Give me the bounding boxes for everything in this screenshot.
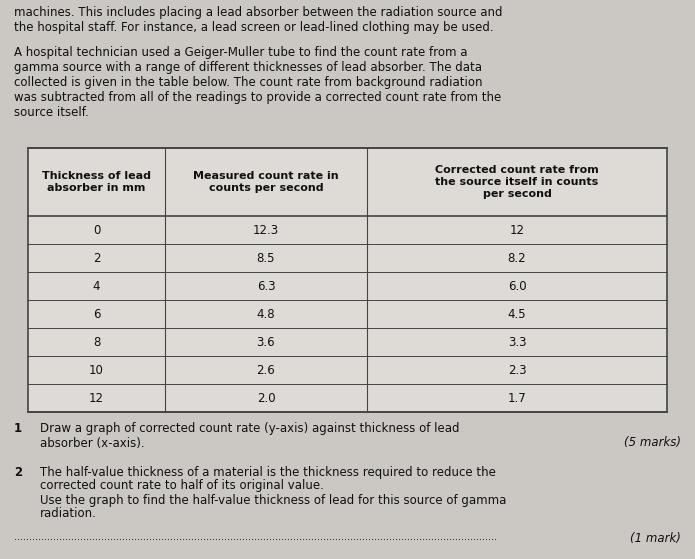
Text: 6: 6 xyxy=(93,307,100,320)
Text: 12.3: 12.3 xyxy=(253,224,279,236)
Bar xyxy=(28,148,667,412)
Text: 8.2: 8.2 xyxy=(507,252,526,264)
Text: 1.7: 1.7 xyxy=(507,391,526,405)
Text: 4.8: 4.8 xyxy=(256,307,275,320)
Text: 12: 12 xyxy=(509,224,525,236)
Text: 3.3: 3.3 xyxy=(507,335,526,348)
Text: ................................................................................: ........................................… xyxy=(14,532,497,542)
Text: 10: 10 xyxy=(89,363,104,377)
Text: (1 mark): (1 mark) xyxy=(630,532,681,545)
Text: A hospital technician used a Geiger-Muller tube to find the count rate from a
ga: A hospital technician used a Geiger-Mull… xyxy=(14,46,501,119)
Text: Thickness of lead
absorber in mm: Thickness of lead absorber in mm xyxy=(42,171,151,193)
Text: 6.3: 6.3 xyxy=(256,280,275,292)
Text: 1: 1 xyxy=(14,422,22,435)
Text: 4.5: 4.5 xyxy=(507,307,526,320)
Text: corrected count rate to half of its original value.: corrected count rate to half of its orig… xyxy=(40,479,324,492)
Text: Draw a graph of corrected count rate (y-axis) against thickness of lead
absorber: Draw a graph of corrected count rate (y-… xyxy=(40,422,459,450)
Text: 2: 2 xyxy=(93,252,100,264)
Text: The half-value thickness of a material is the thickness required to reduce the: The half-value thickness of a material i… xyxy=(40,466,496,479)
Text: machines. This includes placing a lead absorber between the radiation source and: machines. This includes placing a lead a… xyxy=(14,6,502,34)
Text: 0: 0 xyxy=(93,224,100,236)
Text: 6.0: 6.0 xyxy=(507,280,526,292)
Text: (5 marks): (5 marks) xyxy=(624,436,681,449)
Text: Measured count rate in
counts per second: Measured count rate in counts per second xyxy=(193,171,338,193)
Text: 8.5: 8.5 xyxy=(256,252,275,264)
Text: 2.3: 2.3 xyxy=(507,363,526,377)
Text: 4: 4 xyxy=(93,280,100,292)
Text: 3.6: 3.6 xyxy=(256,335,275,348)
Text: Use the graph to find the half-value thickness of lead for this source of gamma: Use the graph to find the half-value thi… xyxy=(40,494,507,507)
Text: radiation.: radiation. xyxy=(40,507,97,520)
Text: 2.0: 2.0 xyxy=(256,391,275,405)
Text: 2: 2 xyxy=(14,466,22,479)
Text: 2.6: 2.6 xyxy=(256,363,275,377)
Text: Corrected count rate from
the source itself in counts
per second: Corrected count rate from the source its… xyxy=(435,165,599,198)
Text: 12: 12 xyxy=(89,391,104,405)
Text: 8: 8 xyxy=(93,335,100,348)
Bar xyxy=(28,148,667,412)
